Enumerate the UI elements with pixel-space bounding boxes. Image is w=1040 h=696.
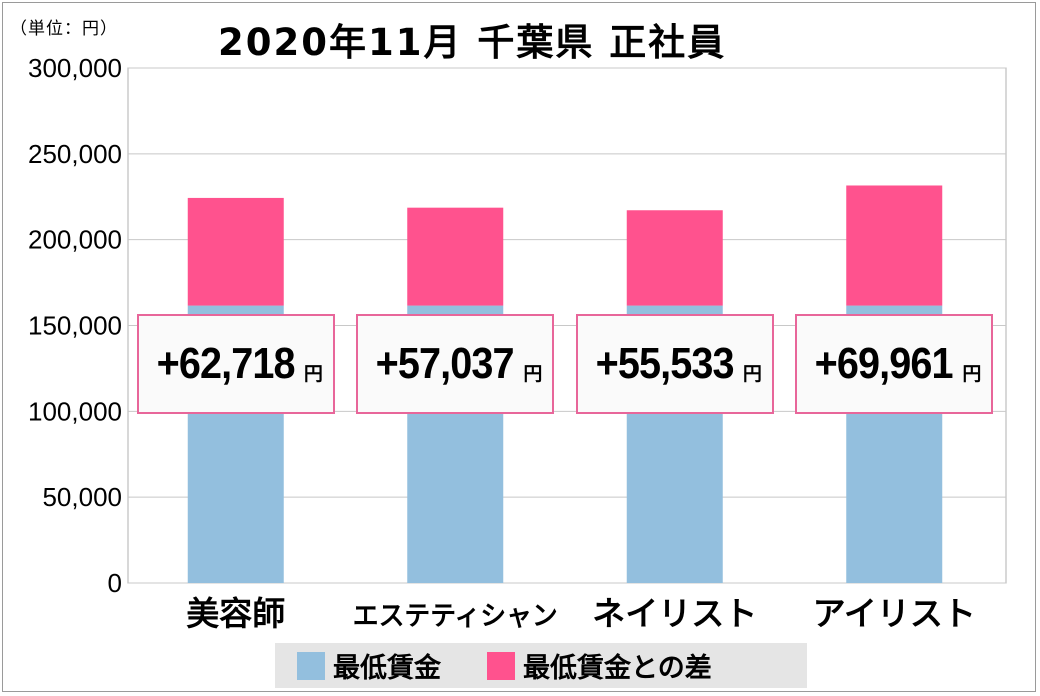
diff-value: +55,533 — [595, 339, 734, 388]
legend: 最低賃金 最低賃金との差 — [275, 643, 807, 688]
diff-box: +57,037 円 — [356, 314, 555, 414]
y-tick-label: 250,000 — [28, 139, 122, 169]
diff-box: +55,533 円 — [575, 314, 774, 414]
legend-swatch-base — [297, 651, 325, 680]
diff-unit: 円 — [303, 362, 323, 385]
y-tick-label: 50,000 — [42, 482, 122, 512]
unit-label: （単位：円） — [10, 19, 118, 39]
category-label: エステティシャン — [353, 601, 558, 632]
bar-diff — [846, 185, 943, 306]
diff-unit: 円 — [742, 362, 762, 385]
chart-title: 2020年11月 千葉県 正社員 — [218, 21, 727, 64]
bar-diff — [626, 210, 723, 306]
category-label: ネイリスト — [592, 594, 757, 633]
category-label: アイリスト — [813, 594, 976, 633]
legend-label-base: 最低賃金 — [333, 653, 441, 684]
legend-label-diff: 最低賃金との差 — [523, 653, 712, 684]
y-tick-label: 0 — [108, 568, 122, 598]
diff-unit: 円 — [523, 362, 543, 385]
category-label: 美容師 — [186, 594, 285, 633]
bar-diff — [407, 207, 504, 306]
legend-swatch-diff — [487, 651, 515, 680]
y-tick-label: 100,000 — [28, 396, 122, 426]
diff-value: +69,961 — [814, 339, 954, 388]
legend-item-diff: 最低賃金との差 — [487, 646, 712, 685]
y-tick-label: 150,000 — [28, 311, 122, 341]
diff-box: +62,718 円 — [136, 314, 335, 414]
bar-diff — [187, 197, 284, 306]
y-tick-label: 300,000 — [28, 53, 122, 83]
diff-value: +62,718 — [156, 339, 295, 388]
diff-unit: 円 — [962, 362, 982, 385]
diff-value: +57,037 — [375, 339, 515, 388]
y-tick-label: 200,000 — [28, 225, 122, 255]
diff-box: +69,961 円 — [795, 314, 994, 414]
legend-item-base: 最低賃金 — [297, 646, 441, 685]
